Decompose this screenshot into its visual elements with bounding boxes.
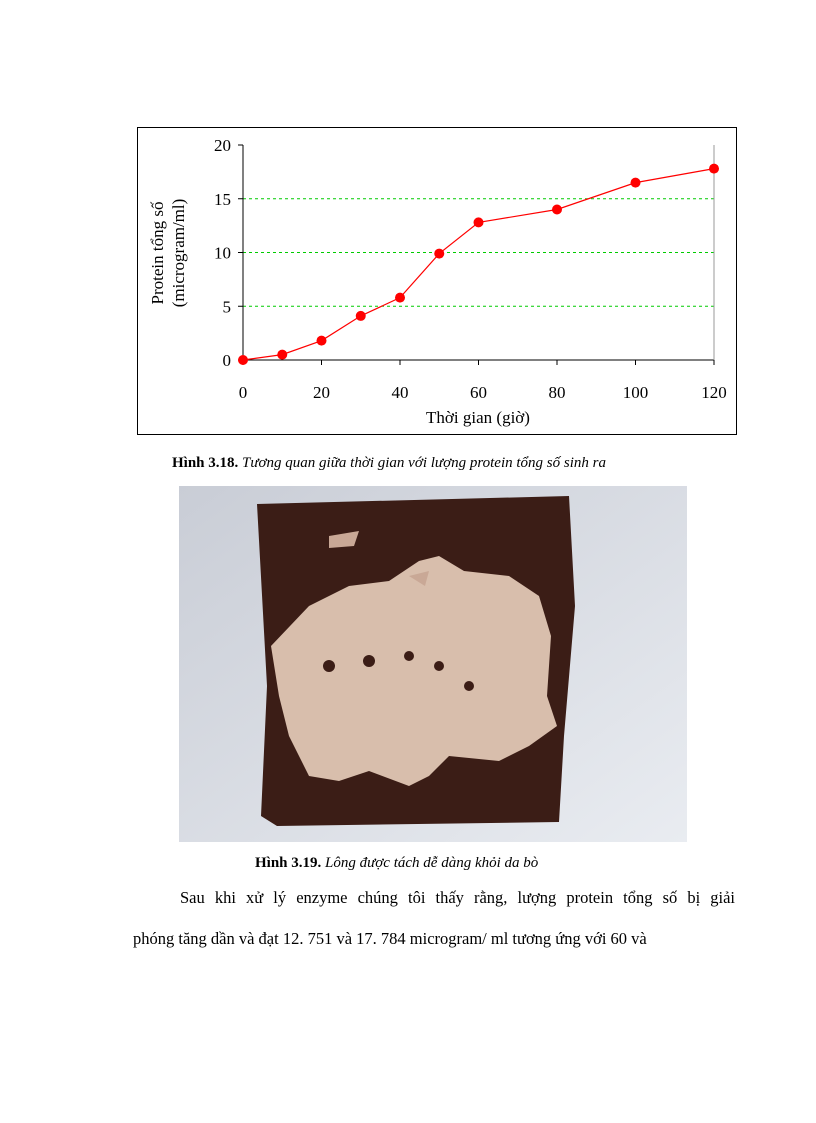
caption-label: Hình 3.18. <box>172 455 239 471</box>
x-tick-label: 100 <box>623 383 649 402</box>
y-tick-label: 5 <box>223 297 232 316</box>
caption-text: Lông được tách dễ dàng khỏi da bò <box>325 855 539 871</box>
y-label-line: (microgram/ml) <box>169 199 188 308</box>
data-point <box>277 349 288 360</box>
paragraph-line: phóng tăng dần và đạt 12. 751 và 17. 784… <box>133 929 647 948</box>
x-tick-label: 60 <box>470 383 487 402</box>
x-tick-label: 0 <box>239 383 248 402</box>
photo <box>179 486 687 842</box>
caption-text: Tương quan giữa thời gian với lượng prot… <box>242 455 606 471</box>
y-tick-label: 0 <box>223 351 232 370</box>
data-point <box>316 335 327 346</box>
data-point <box>434 248 445 259</box>
x-tick-label: 80 <box>549 383 566 402</box>
caption-label: Hình 3.19. <box>255 855 322 871</box>
data-point <box>552 204 562 215</box>
data-point <box>630 177 641 188</box>
y-label-line: Protein tổng số <box>148 201 167 304</box>
x-tick-label: 40 <box>392 383 409 402</box>
caption: Hình 3.19. Lông được tách dễ dàng khỏi d… <box>255 855 538 872</box>
x-axis-label: Thời gian (giờ) <box>426 408 530 427</box>
y-tick-label: 20 <box>214 136 231 155</box>
x-tick-label: 20 <box>313 383 330 402</box>
data-point <box>473 217 484 228</box>
data-point <box>355 310 366 321</box>
data-point <box>395 292 405 303</box>
caption: Hình 3.18. Tương quan giữa thời gian với… <box>172 455 606 472</box>
data-point <box>709 163 719 174</box>
series-line <box>242 168 715 361</box>
chart: Protein tổng số (microgram/ml) Thời gian… <box>137 127 737 435</box>
data-point <box>238 355 248 365</box>
y-tick-label: 10 <box>214 244 231 263</box>
paragraph-line: Sau khi xử lý enzyme chúng tôi thấy rằng… <box>180 888 735 907</box>
y-axis-label: Protein tổng số (microgram/ml) <box>148 199 188 308</box>
y-tick-label: 15 <box>214 190 231 209</box>
x-tick-label: 120 <box>701 383 727 402</box>
